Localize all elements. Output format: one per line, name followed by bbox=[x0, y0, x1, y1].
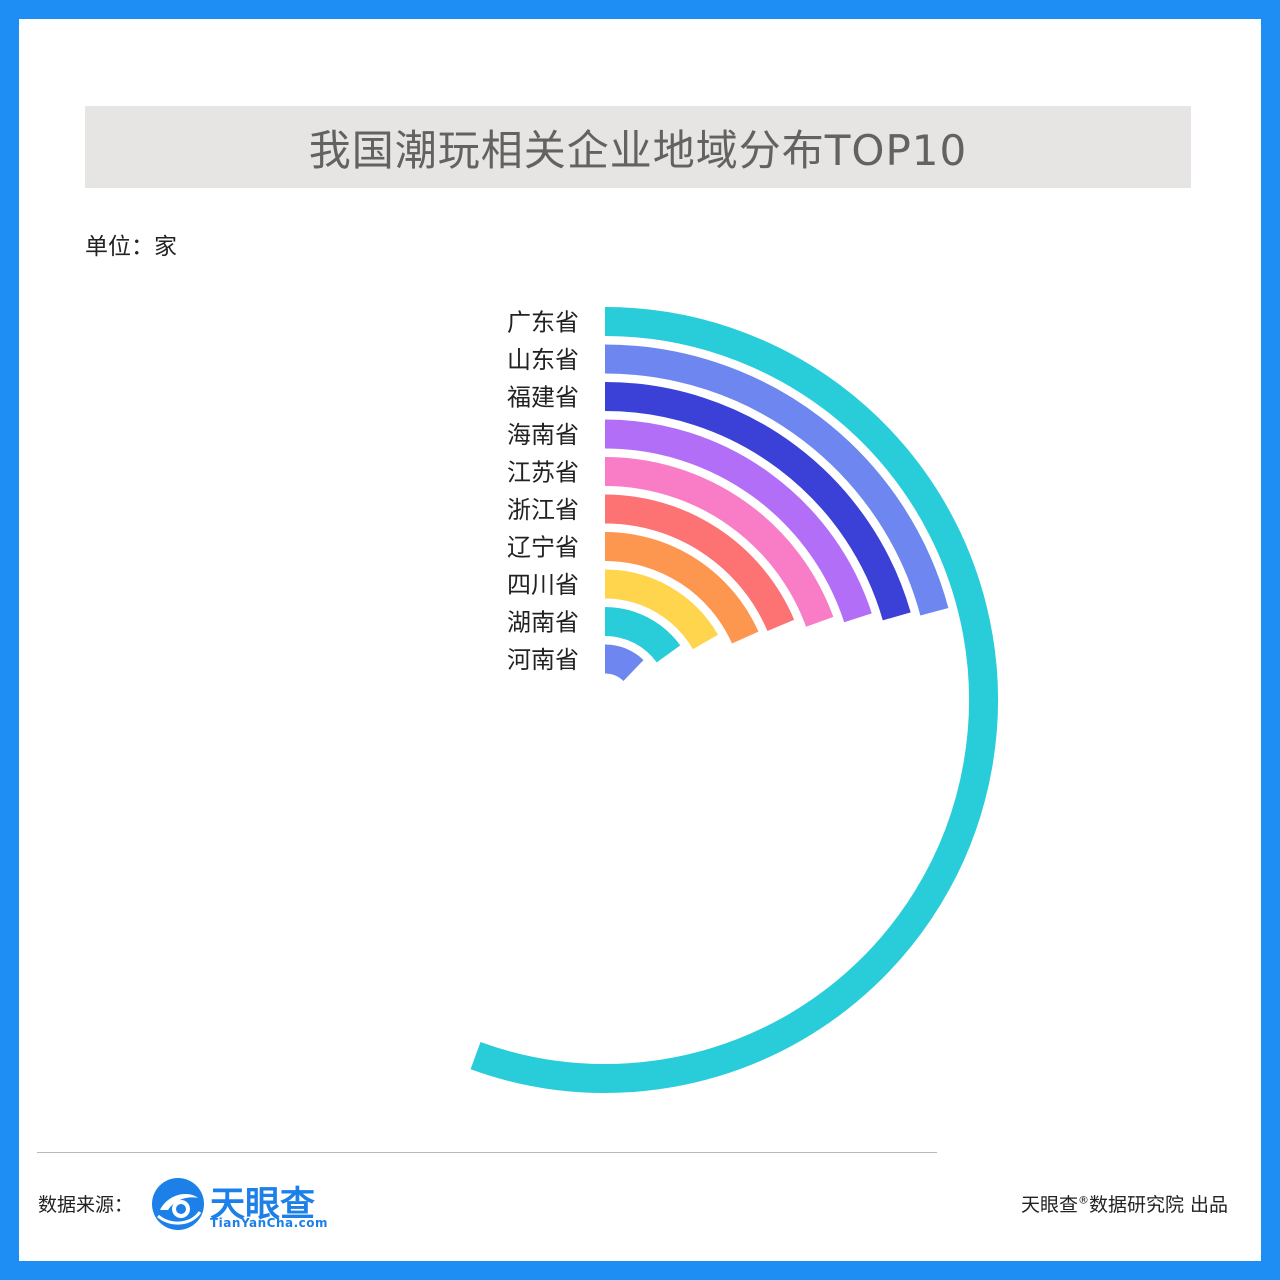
category-label: 山东省 bbox=[507, 346, 579, 374]
arc-bar-6 bbox=[604, 494, 795, 632]
category-label: 湖南省 bbox=[507, 609, 579, 637]
tianyancha-eye-logo-icon bbox=[152, 1178, 204, 1230]
arc-bar-5 bbox=[604, 457, 834, 627]
arc-bar-7 bbox=[604, 532, 759, 644]
category-label: 福建省 bbox=[507, 384, 579, 412]
unit-label: 单位：家 bbox=[85, 234, 177, 260]
arc-bar-9 bbox=[604, 607, 681, 663]
title-bar: 我国潮玩相关企业地域分布TOP10 bbox=[85, 106, 1191, 188]
arc-bar-1 bbox=[470, 307, 999, 1093]
chart-title: 我国潮玩相关企业地域分布TOP10 bbox=[308, 125, 968, 175]
footer-credit: 天眼查®数据研究院 出品 bbox=[1021, 1190, 1228, 1217]
footer-brand: 天眼查 bbox=[1020, 1194, 1078, 1216]
arc-bar-8 bbox=[604, 569, 719, 650]
logo-name: 天眼查 bbox=[210, 1185, 316, 1225]
category-label: 海南省 bbox=[507, 421, 579, 449]
category-label: 江苏省 bbox=[507, 459, 579, 487]
arc-bar-10 bbox=[604, 644, 644, 682]
tianyancha-logo: 天眼查 TianYanCha.com bbox=[150, 1174, 350, 1236]
arc-bar-4 bbox=[604, 419, 872, 623]
arc-bar-2 bbox=[604, 344, 949, 616]
category-label: 广东省 bbox=[507, 309, 579, 337]
footer-suffix: 数据研究院 出品 bbox=[1088, 1194, 1228, 1216]
data-source-label: 数据来源： bbox=[38, 1194, 134, 1216]
category-label: 四川省 bbox=[507, 571, 579, 599]
chart-card: 我国潮玩相关企业地域分布TOP10 单位：家 bbox=[19, 19, 1261, 1261]
category-label: 河南省 bbox=[507, 646, 579, 674]
registered-mark: ® bbox=[1077, 1193, 1089, 1207]
logo-url: TianYanCha.com bbox=[210, 1216, 329, 1230]
category-label: 辽宁省 bbox=[507, 534, 579, 562]
footer-divider bbox=[37, 1152, 937, 1153]
category-label: 浙江省 bbox=[507, 496, 579, 524]
arc-bar-3 bbox=[604, 382, 911, 621]
